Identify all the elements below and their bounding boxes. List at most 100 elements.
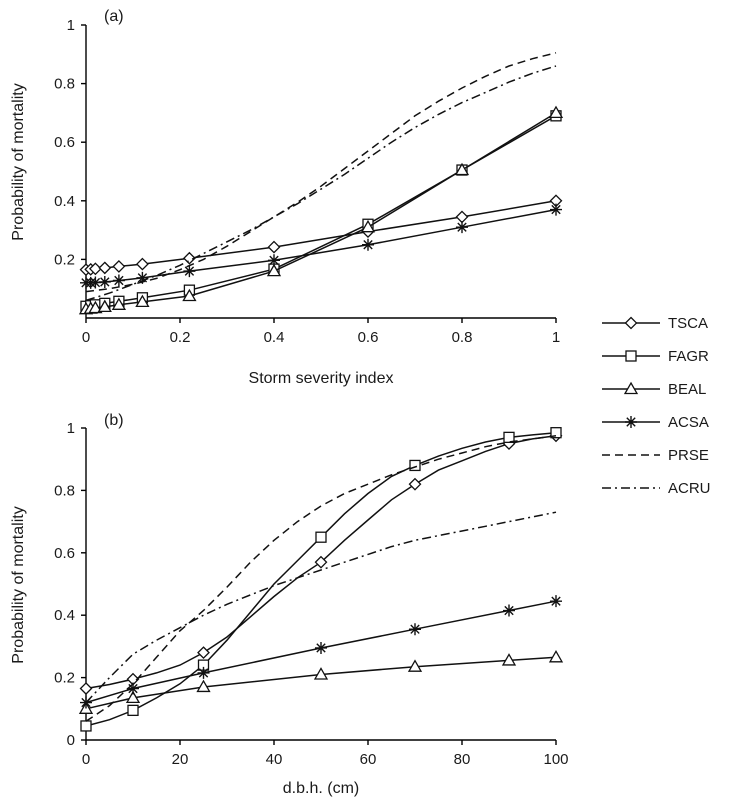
legend-entry-acru: ACRU [602, 480, 711, 497]
panel-b-ticks: 0 20 40 60 80 100 0 0.2 0.4 0.6 0.8 1 [54, 420, 568, 768]
panel-b-x-tick-label: 0 [82, 751, 90, 768]
panel-b-series-acru-line [85, 511, 557, 704]
panel-a-y-tick-label: 0.6 [54, 134, 75, 151]
panel-a-series-tsca-line [85, 200, 557, 271]
panel-a-y-tick-label: 0.8 [54, 76, 75, 93]
panel-a: 0 0.2 0.4 0.6 0.8 1 0.2 0.4 0.6 0.8 1 (a) Storm se… [10, 8, 564, 387]
panel-a-series-acsa-point [362, 238, 374, 251]
panel-a-x-tick-label: 1 [552, 329, 560, 346]
panel-b-series-fagr-point [409, 459, 421, 472]
panel-b-y-tick-label: 0.8 [54, 482, 75, 499]
legend-acsa-label: ACSA [668, 414, 709, 431]
panel-b-series-beal-point [407, 659, 423, 672]
panel-b-series-beal-point [313, 667, 329, 680]
panel-a-x-tick-label: 0 [82, 329, 90, 346]
panel-a-ticks: 0 0.2 0.4 0.6 0.8 1 0.2 0.4 0.6 0.8 1 [54, 17, 560, 346]
panel-a-series-acsa-point [89, 276, 102, 289]
legend-beal-label: BEAL [668, 381, 706, 398]
panel-a-y-axis-label: Probability of mortality [10, 83, 27, 240]
panel-b-x-axis-label: d.b.h. (cm) [283, 780, 359, 797]
panel-b-axes [85, 428, 556, 741]
panel-a-series-beal-point [266, 263, 282, 277]
panel-a-series-acsa-point [183, 265, 196, 278]
panel-a-series [78, 52, 564, 315]
panel-b-y-tick-label: 0.4 [54, 607, 75, 624]
panel-b-x-tick-label: 60 [360, 751, 377, 768]
panel-a-series-tsca-point [267, 240, 281, 254]
legend-entry-prse: PRSE [602, 447, 709, 464]
panel-a-series-tsca-point [88, 262, 102, 276]
panel-a-series-acsa-point [112, 274, 125, 287]
panel-b-series-acsa-point [503, 604, 515, 617]
panel-b-series-tsca-point [314, 555, 328, 569]
panel-a-x-tick-label: 0.6 [358, 329, 379, 346]
panel-a-series-acru-line [85, 65, 557, 302]
panel-b-x-tick-label: 80 [454, 751, 471, 768]
panel-b-series-fagr-point [315, 531, 327, 543]
legend-entry-tsca: TSCA [602, 315, 708, 332]
panel-a-axes [85, 25, 556, 319]
panel-a-series-beal-line [85, 112, 557, 310]
panel-b-series-fagr-point [550, 427, 562, 439]
panel-b-y-axis-label: Probability of mortality [10, 506, 27, 663]
panel-b-series-fagr-point [80, 720, 92, 732]
panel-a-x-tick-label: 0.2 [170, 329, 191, 346]
panel-a-series-acsa-point [136, 271, 149, 284]
panel-a-label: (a) [104, 8, 124, 25]
panel-a-series-tsca-point [112, 260, 126, 273]
panel-a-x-tick-label: 0.8 [452, 329, 473, 346]
legend-entry-beal: BEAL [602, 381, 706, 398]
panel-b-series-tsca-point [197, 646, 210, 660]
panel-a-series-beal-point [111, 297, 127, 310]
panel-b-x-tick-label: 100 [543, 751, 568, 768]
panel-b-y-tick-label: 0.2 [54, 670, 75, 687]
legend-fagr-marker [625, 350, 637, 362]
panel-b-series-acsa-point [315, 641, 327, 654]
panel-b-series-fagr-line [85, 431, 557, 727]
panel-a-series-acsa-point [268, 254, 280, 267]
panel-b-label: (b) [104, 412, 124, 429]
legend-tsca-label: TSCA [668, 315, 708, 332]
panel-b-y-tick-label: 0 [67, 732, 75, 749]
panel-a-series-beal-point [548, 105, 564, 119]
legend-acsa-marker [625, 416, 637, 428]
panel-b-series-fagr-point [127, 704, 139, 717]
panel-b-series-acsa-point [409, 623, 421, 636]
panel-a-x-axis-label: Storm severity index [249, 370, 394, 387]
panel-b-series-fagr-point [503, 431, 515, 444]
panel-b-series-tsca-point [79, 682, 93, 695]
panel-a-series-acsa-point [550, 203, 562, 216]
panel-b: 0 20 40 60 80 100 0 0.2 0.4 0.6 0.8 1 (b) d.b.h. (c… [10, 412, 569, 797]
legend-acru-label: ACRU [668, 480, 711, 497]
panel-b-series-beal-point [548, 650, 564, 663]
panel-a-y-tick-label: 0.4 [54, 193, 75, 210]
panel-b-series-tsca-point [408, 477, 422, 491]
panel-a-series-acsa-point [98, 275, 111, 288]
panel-a-series-beal-point [182, 288, 197, 302]
panel-b-y-tick-label: 0.6 [54, 545, 75, 562]
panel-a-series-prse-line [85, 52, 557, 293]
panel-b-series-beal-point [196, 679, 211, 693]
panel-b-x-tick-label: 20 [172, 751, 189, 768]
panel-a-x-tick-label: 0.4 [264, 329, 285, 346]
legend-prse-label: PRSE [668, 447, 709, 464]
panel-a-series-beal-point [135, 294, 150, 308]
legend-tsca-marker [624, 316, 638, 330]
panel-a-series-tsca-point [455, 210, 469, 224]
panel-b-x-tick-label: 40 [266, 751, 283, 768]
panel-a-series-tsca-point [182, 251, 196, 265]
panel-b-series-acsa-point [127, 682, 139, 695]
panel-a-series-beal-point [88, 300, 103, 314]
panel-b-series-beal-point [125, 690, 141, 704]
legend-entry-fagr: FAGR [602, 348, 709, 365]
panel-a-series-beal-point [360, 219, 376, 233]
panel-a-series-beal-point [97, 299, 112, 313]
panel-b-series [78, 427, 564, 732]
panel-b-y-tick-label: 1 [67, 420, 75, 437]
legend-fagr-label: FAGR [668, 348, 709, 365]
panel-a-series-tsca-point [98, 261, 112, 275]
legend-beal-marker [623, 381, 639, 395]
panel-b-series-beal-point [501, 653, 517, 666]
panel-a-series-tsca-point [135, 257, 149, 271]
